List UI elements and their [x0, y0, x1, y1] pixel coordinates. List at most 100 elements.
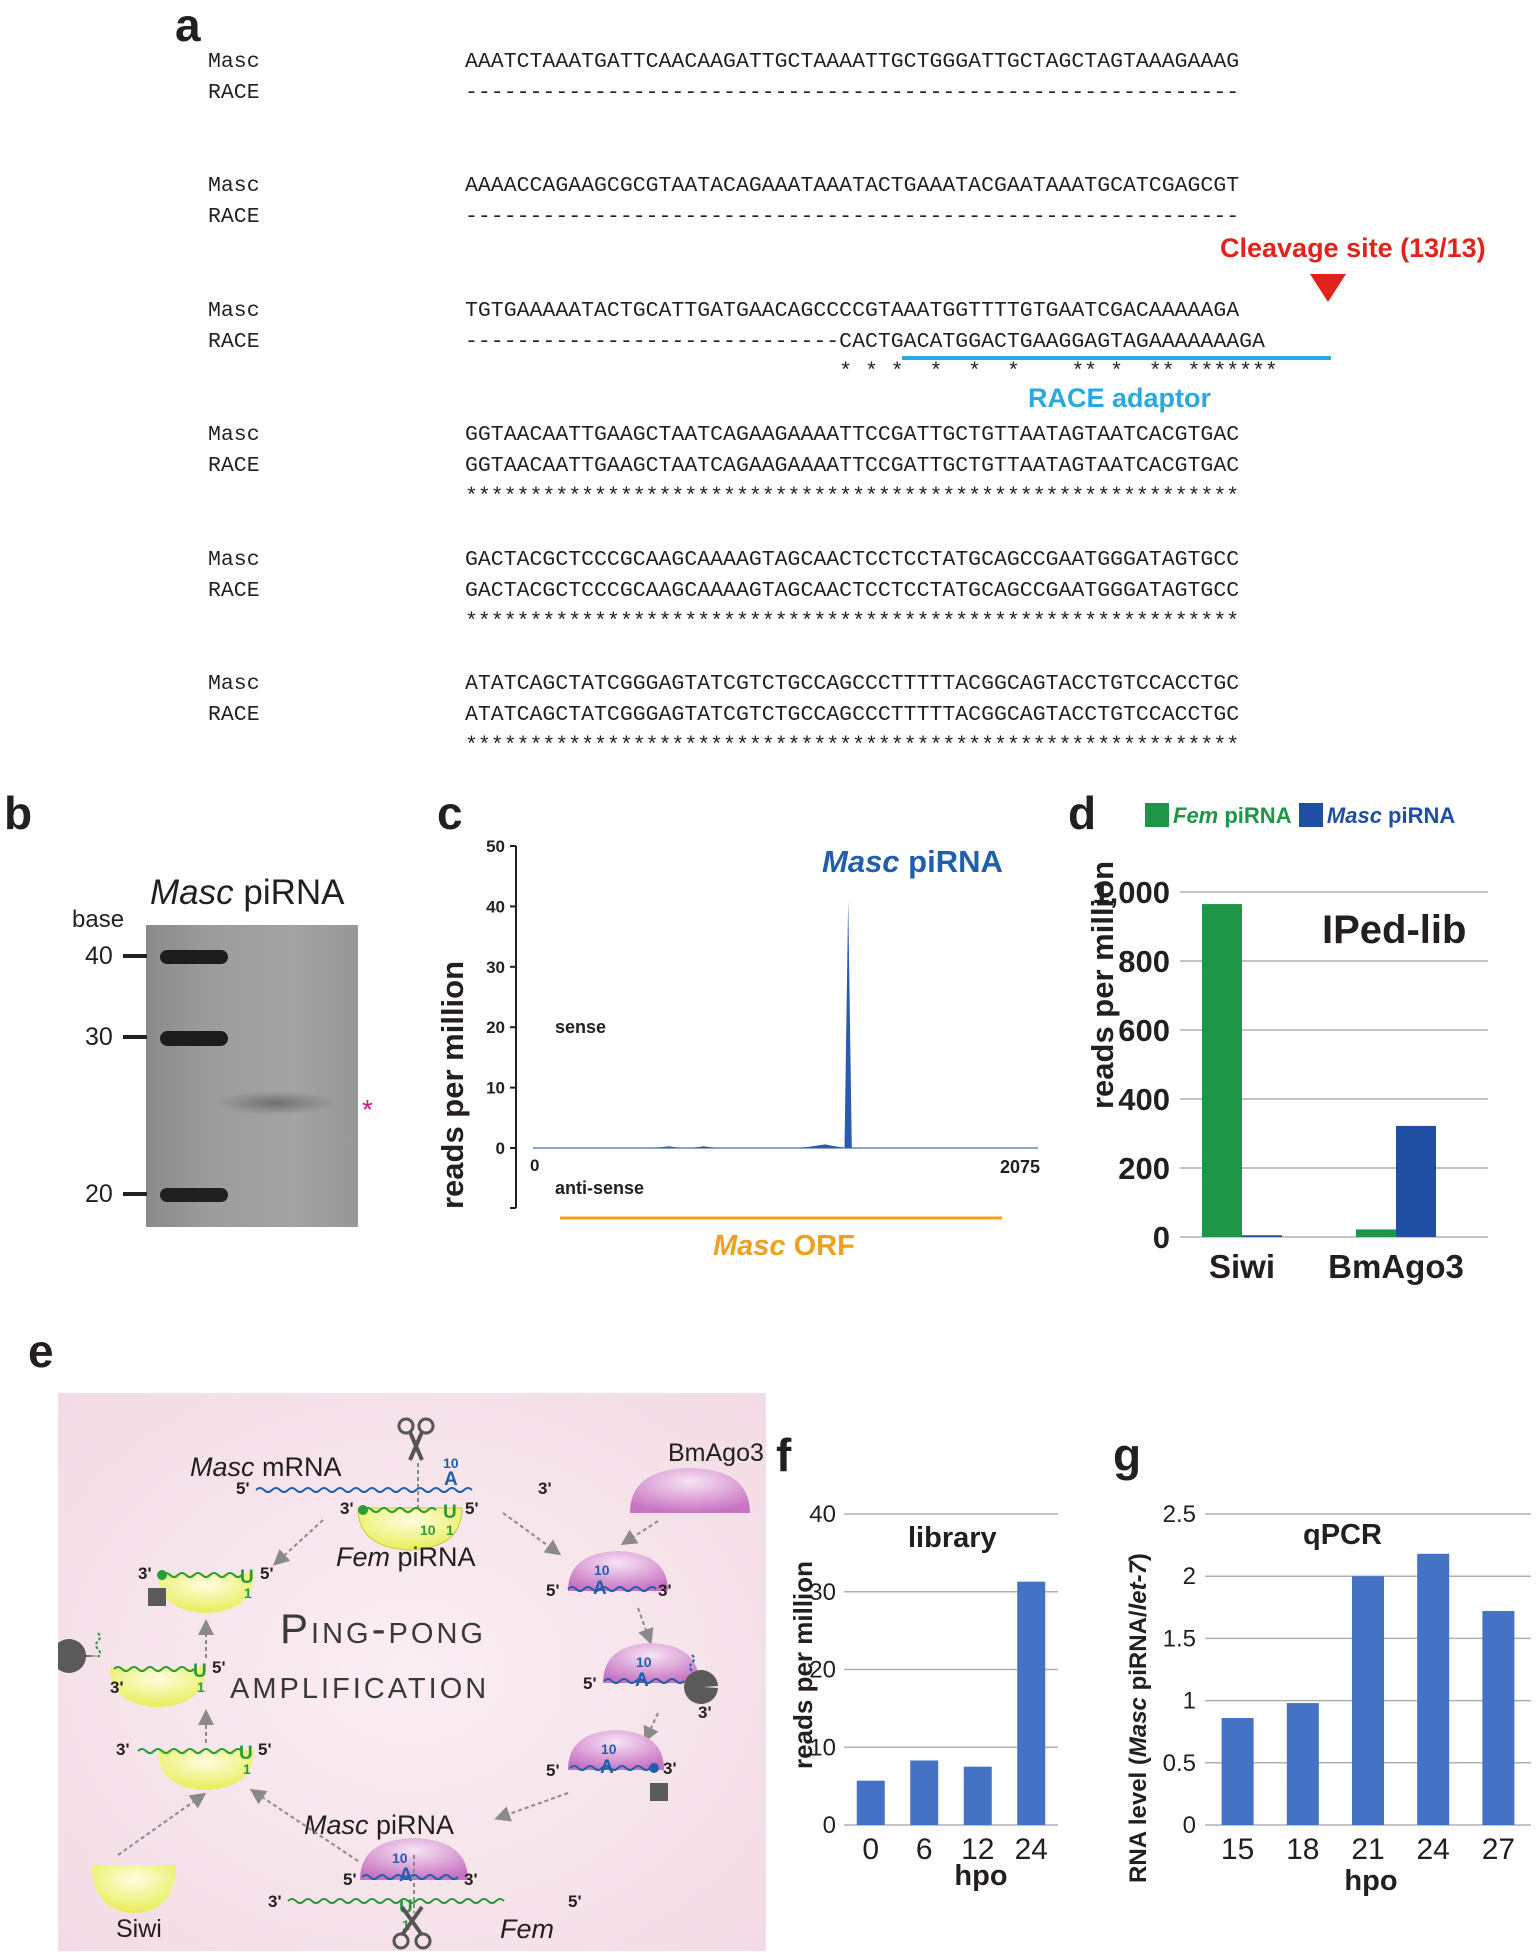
antisense-label: anti-sense: [555, 1178, 644, 1198]
y-tick-label: 30: [486, 958, 505, 977]
legend-italic: Fem: [1173, 803, 1219, 828]
race-sequence: ----------------------------------------…: [465, 81, 1240, 105]
trimmer-icon: [684, 1670, 718, 1704]
peak-label-rest: piRNA: [900, 844, 1003, 879]
masc-pirna-strand: [361, 1874, 459, 1880]
bar: [1202, 904, 1242, 1237]
y-tick-label: 800: [1118, 944, 1170, 979]
five-prime: 5': [343, 1870, 357, 1889]
nucleotide-a: A: [399, 1865, 413, 1886]
bar: [963, 1766, 992, 1825]
y-tick-label: 40: [486, 897, 505, 916]
legend-label-fem: Fem piRNA: [1173, 803, 1291, 828]
fem-label: Fem: [500, 1914, 554, 1944]
seq-name-race: RACE: [208, 454, 260, 478]
nucleotide-u: U: [193, 1661, 207, 1682]
siwi-loaded: [158, 1573, 254, 1613]
fem-fragment: [137, 1748, 243, 1754]
y-tick-label: 10: [809, 1734, 836, 1761]
masc-mrna-label: Masc mRNA: [190, 1452, 342, 1482]
fem-fragment: [113, 1666, 195, 1672]
y-tick-label: 1.5: [1163, 1625, 1196, 1652]
three-prime: 3': [663, 1759, 677, 1778]
bar: [1356, 1229, 1396, 1237]
bmago3-protein: [630, 1468, 750, 1513]
panel-label-b: b: [4, 787, 33, 839]
y-tick-label: 0: [1153, 1220, 1170, 1255]
y-tick-label: 20: [809, 1657, 836, 1684]
masc-pirna-label: Masc piRNA: [304, 1810, 454, 1840]
seq-name-race: RACE: [208, 330, 260, 354]
siwi-protein: [357, 1507, 463, 1551]
alignment-conservation: ****************************************…: [465, 485, 1240, 509]
seq-name-race: RACE: [208, 81, 260, 105]
bmago3-loaded: [568, 1551, 668, 1591]
y-tick-label: 1: [1183, 1688, 1196, 1715]
gel-axis-label: base: [72, 906, 125, 933]
legend-italic: Masc: [1326, 803, 1382, 828]
marker-tick: [123, 1035, 147, 1039]
y-tick-label: 20: [486, 1018, 505, 1037]
bar: [910, 1760, 939, 1825]
masc-sequence: GACTACGCTCCCGCAAGCAAAAGTAGCAACTCCTCCTATG…: [465, 548, 1240, 572]
race-adaptor-sequence: CACTGACATGGACTGAAGGAGTAGAAAAAAAGA: [839, 330, 1265, 354]
bar: [1242, 1235, 1282, 1237]
gel-band: [160, 1188, 228, 1202]
bar: [1352, 1576, 1384, 1825]
three-prime: 3': [538, 1479, 552, 1498]
five-prime: 5': [236, 1479, 250, 1498]
gel-band: [160, 1031, 228, 1046]
scissors-icon: [397, 1417, 435, 1461]
masc-mrna-rest: mRNA: [255, 1452, 342, 1482]
methyl-cap: [358, 1505, 368, 1515]
masc-sequence: GGTAACAATTGAAGCTAATCAGAAGAAAATTCCGATTGCT…: [465, 423, 1240, 447]
five-prime: 5': [212, 1658, 226, 1677]
diagram-title-line1: Ping-pong: [280, 1605, 486, 1652]
chart-ylabel: reads per million: [788, 1561, 818, 1769]
five-prime: 5': [546, 1761, 560, 1780]
bar: [1221, 1718, 1254, 1825]
y-tick-label: 2: [1183, 1563, 1196, 1590]
three-prime: 3': [464, 1870, 478, 1889]
five-prime: 5': [258, 1740, 272, 1759]
x-tick-label: BmAgo3: [1328, 1248, 1464, 1285]
seq-name-masc: Masc: [208, 50, 260, 74]
trimmer-icon: [58, 1639, 101, 1673]
bar: [1482, 1611, 1515, 1825]
panel-label-c: c: [437, 787, 463, 839]
panel-label-e: e: [28, 1325, 54, 1377]
marker-label-30: 30: [85, 1023, 113, 1051]
orf-label: Masc ORF: [713, 1230, 855, 1262]
y-tick-label: 0: [1183, 1812, 1196, 1839]
x-start-label: 0: [530, 1156, 539, 1175]
position-1: 1: [446, 1522, 454, 1538]
methyl-cap: [649, 1763, 659, 1773]
chart-xlabel: hpo: [954, 1860, 1007, 1892]
y-tick-label: 50: [486, 837, 505, 856]
siwi-label: Siwi: [116, 1915, 162, 1943]
inset-title: IPed-lib: [1322, 908, 1466, 952]
masc-mrna-italic: Masc: [190, 1452, 255, 1482]
y-tick-label: 30: [809, 1579, 836, 1606]
y-tick-label: 1,000: [1092, 875, 1170, 910]
chart-ylabel: reads per million: [1090, 861, 1120, 1109]
siwi-protein: [92, 1865, 176, 1913]
position-10: 10: [392, 1850, 408, 1866]
gel-title-italic: Masc: [150, 873, 234, 912]
bar: [1396, 1125, 1436, 1237]
five-prime: 5': [583, 1674, 597, 1693]
position-10: 10: [420, 1522, 436, 1538]
position-10: 10: [601, 1741, 617, 1757]
gel-band-asterisk: *: [362, 1094, 373, 1125]
fem-pirna-label: Fem piRNA: [336, 1542, 476, 1572]
cleavage-site-label: Cleavage site (13/13): [1220, 233, 1486, 263]
three-prime: 3': [110, 1678, 124, 1697]
race-adaptor-label: RACE adaptor: [1028, 383, 1212, 413]
marker-label-20: 20: [85, 1180, 113, 1208]
alignment-conservation: ****************************************…: [465, 734, 1240, 758]
x-tick-label: 0: [862, 1833, 879, 1866]
three-prime: 3': [138, 1564, 152, 1583]
fem-pirna-italic: Fem: [336, 1542, 390, 1572]
x-tick-label: Siwi: [1209, 1248, 1275, 1285]
x-tick-label: 24: [1417, 1833, 1450, 1866]
